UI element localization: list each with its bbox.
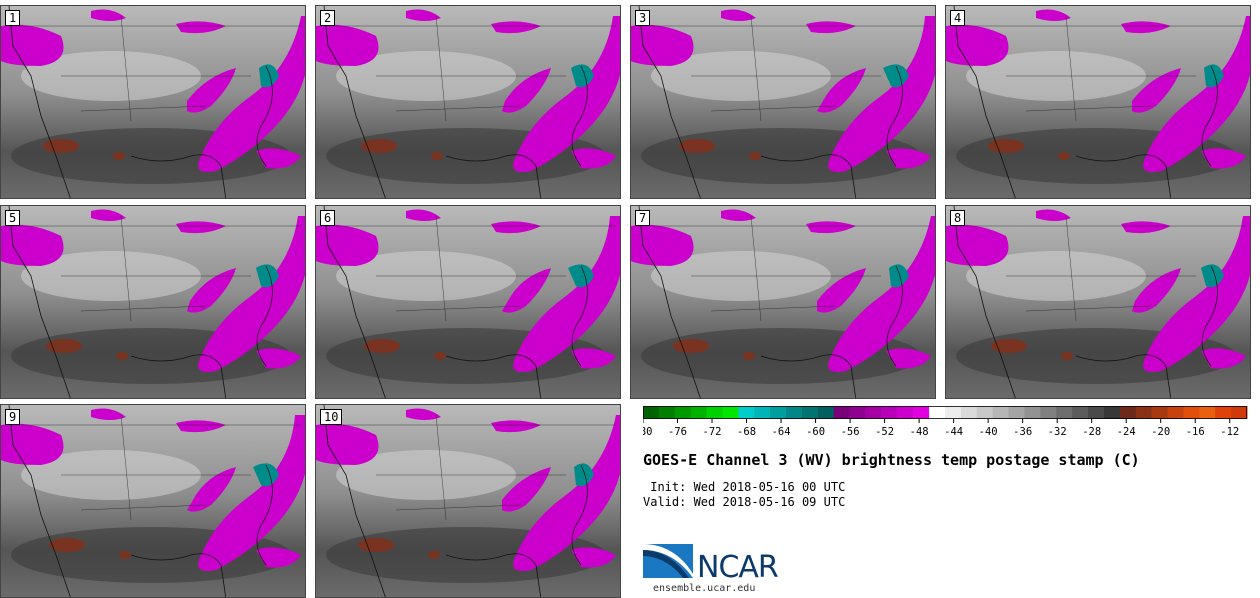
postage-stamp-panel: 2 <box>315 5 621 199</box>
water-vapor-map <box>1 405 305 597</box>
water-vapor-map <box>631 206 935 398</box>
colorbar-swatch <box>913 406 930 419</box>
colorbar-swatch <box>1215 406 1232 419</box>
colorbar-swatch <box>1088 406 1105 419</box>
postage-stamp-panel: 4 <box>945 5 1251 199</box>
colorbar-swatch <box>643 406 660 419</box>
colorbar-swatch <box>817 406 835 419</box>
colorbar-tick-label: -24 <box>1117 426 1136 438</box>
postage-stamp-panel: 9 <box>0 404 306 598</box>
valid-time: Valid: Wed 2018-05-16 09 UTC <box>643 495 846 509</box>
colorbar-swatch <box>754 406 771 419</box>
panel-number: 7 <box>635 210 651 226</box>
panel-number: 8 <box>950 210 966 226</box>
colorbar-tick-label: -76 <box>668 426 687 438</box>
colorbar-swatch <box>929 406 946 419</box>
colorbar-tick-label: -80 <box>643 426 652 438</box>
postage-stamp-panel: 6 <box>315 205 621 399</box>
colorbar-swatch <box>738 406 755 419</box>
chart-title: GOES-E Channel 3 (WV) brightness temp po… <box>643 451 1140 469</box>
colorbar-swatch <box>1199 406 1216 419</box>
water-vapor-map <box>946 206 1250 398</box>
colorbar-tick-label: -56 <box>841 426 860 438</box>
postage-stamp-panel: 5 <box>0 205 306 399</box>
colorbar-swatch <box>722 406 739 419</box>
panel-number: 9 <box>5 409 21 425</box>
water-vapor-map <box>1 6 305 198</box>
colorbar-swatch <box>992 406 1010 419</box>
colorbar-tick-label: -64 <box>772 426 791 438</box>
colorbar-swatch <box>1183 406 1200 419</box>
logo-url: ensemble.ucar.edu <box>653 583 756 594</box>
colorbar-swatch <box>849 406 867 419</box>
panel-number: 4 <box>950 10 966 26</box>
panel-number: 6 <box>320 210 336 226</box>
water-vapor-map <box>316 6 620 198</box>
colorbar-swatch <box>945 406 962 419</box>
colorbar-swatch <box>1119 406 1137 419</box>
colorbar-swatch <box>770 406 787 419</box>
colorbar-swatch <box>881 406 898 419</box>
postage-stamp-panel: 8 <box>945 205 1251 399</box>
colorbar-swatch <box>1231 406 1248 419</box>
colorbar-swatch <box>1056 406 1073 419</box>
colorbar-border <box>643 406 1247 419</box>
panel-number: 10 <box>320 409 343 425</box>
panel-number: 1 <box>5 10 21 26</box>
colorbar-swatch <box>1135 406 1153 419</box>
run-info: Init: Wed 2018-05-16 00 UTC Valid: Wed 2… <box>643 480 845 510</box>
colorbar-swatch <box>1167 406 1184 419</box>
colorbar-swatch <box>1103 406 1121 419</box>
colorbar-tick-label: -52 <box>875 426 894 438</box>
water-vapor-map <box>1 206 305 398</box>
colorbar-tick-label: -36 <box>1013 426 1032 438</box>
colorbar-tick-label: -48 <box>910 426 929 438</box>
water-vapor-map <box>316 206 620 398</box>
colorbar-swatch <box>1040 406 1057 419</box>
colorbar-tick-label: -40 <box>979 426 998 438</box>
colorbar-swatch <box>1151 406 1169 419</box>
colorbar-swatch <box>1008 406 1025 419</box>
colorbar-tick-label: -32 <box>1048 426 1067 438</box>
ncar-logo-icon <box>643 544 693 578</box>
water-vapor-map <box>946 6 1250 198</box>
colorbar-swatch <box>865 406 882 419</box>
postage-stamp-panel: 10 <box>315 404 621 598</box>
postage-stamp-panel: 3 <box>630 5 936 199</box>
colorbar-tick-label: -12 <box>1220 426 1239 438</box>
postage-stamp-panel: 7 <box>630 205 936 399</box>
panel-number: 3 <box>635 10 651 26</box>
colorbar-swatch <box>833 406 851 419</box>
colorbar-swatch <box>786 406 803 419</box>
colorbar-tick-label: -16 <box>1186 426 1205 438</box>
colorbar-tick-label: -68 <box>737 426 756 438</box>
colorbar-swatch <box>706 406 723 419</box>
water-vapor-map <box>316 405 620 597</box>
colorbar-swatch <box>897 406 914 419</box>
water-vapor-map <box>631 6 935 198</box>
logo-text: NCAR <box>697 550 779 585</box>
panel-number: 5 <box>5 210 21 226</box>
panel-number: 2 <box>320 10 336 26</box>
colorbar-tick-label: -72 <box>703 426 722 438</box>
colorbar-swatch <box>801 406 819 419</box>
colorbar-tick-label: -28 <box>1082 426 1101 438</box>
colorbar-swatch <box>976 406 994 419</box>
colorbar-swatch <box>674 406 692 419</box>
colorbar-swatch <box>690 406 708 419</box>
colorbar-tick-label: -44 <box>944 426 963 438</box>
colorbar-swatch <box>658 406 676 419</box>
colorbar-swatch <box>1024 406 1041 419</box>
init-time: Init: Wed 2018-05-16 00 UTC <box>643 480 846 494</box>
postage-stamp-panel: 1 <box>0 5 306 199</box>
colorbar-swatch <box>1072 406 1089 419</box>
colorbar-swatch <box>960 406 978 419</box>
colorbar-tick-label: -60 <box>806 426 825 438</box>
colorbar-tick-label: -20 <box>1151 426 1170 438</box>
colorbar: -80 -76 -72 -68 -64 -60 -56 -52 -48 -44 -40 -36 -32 -… <box>643 406 1248 438</box>
